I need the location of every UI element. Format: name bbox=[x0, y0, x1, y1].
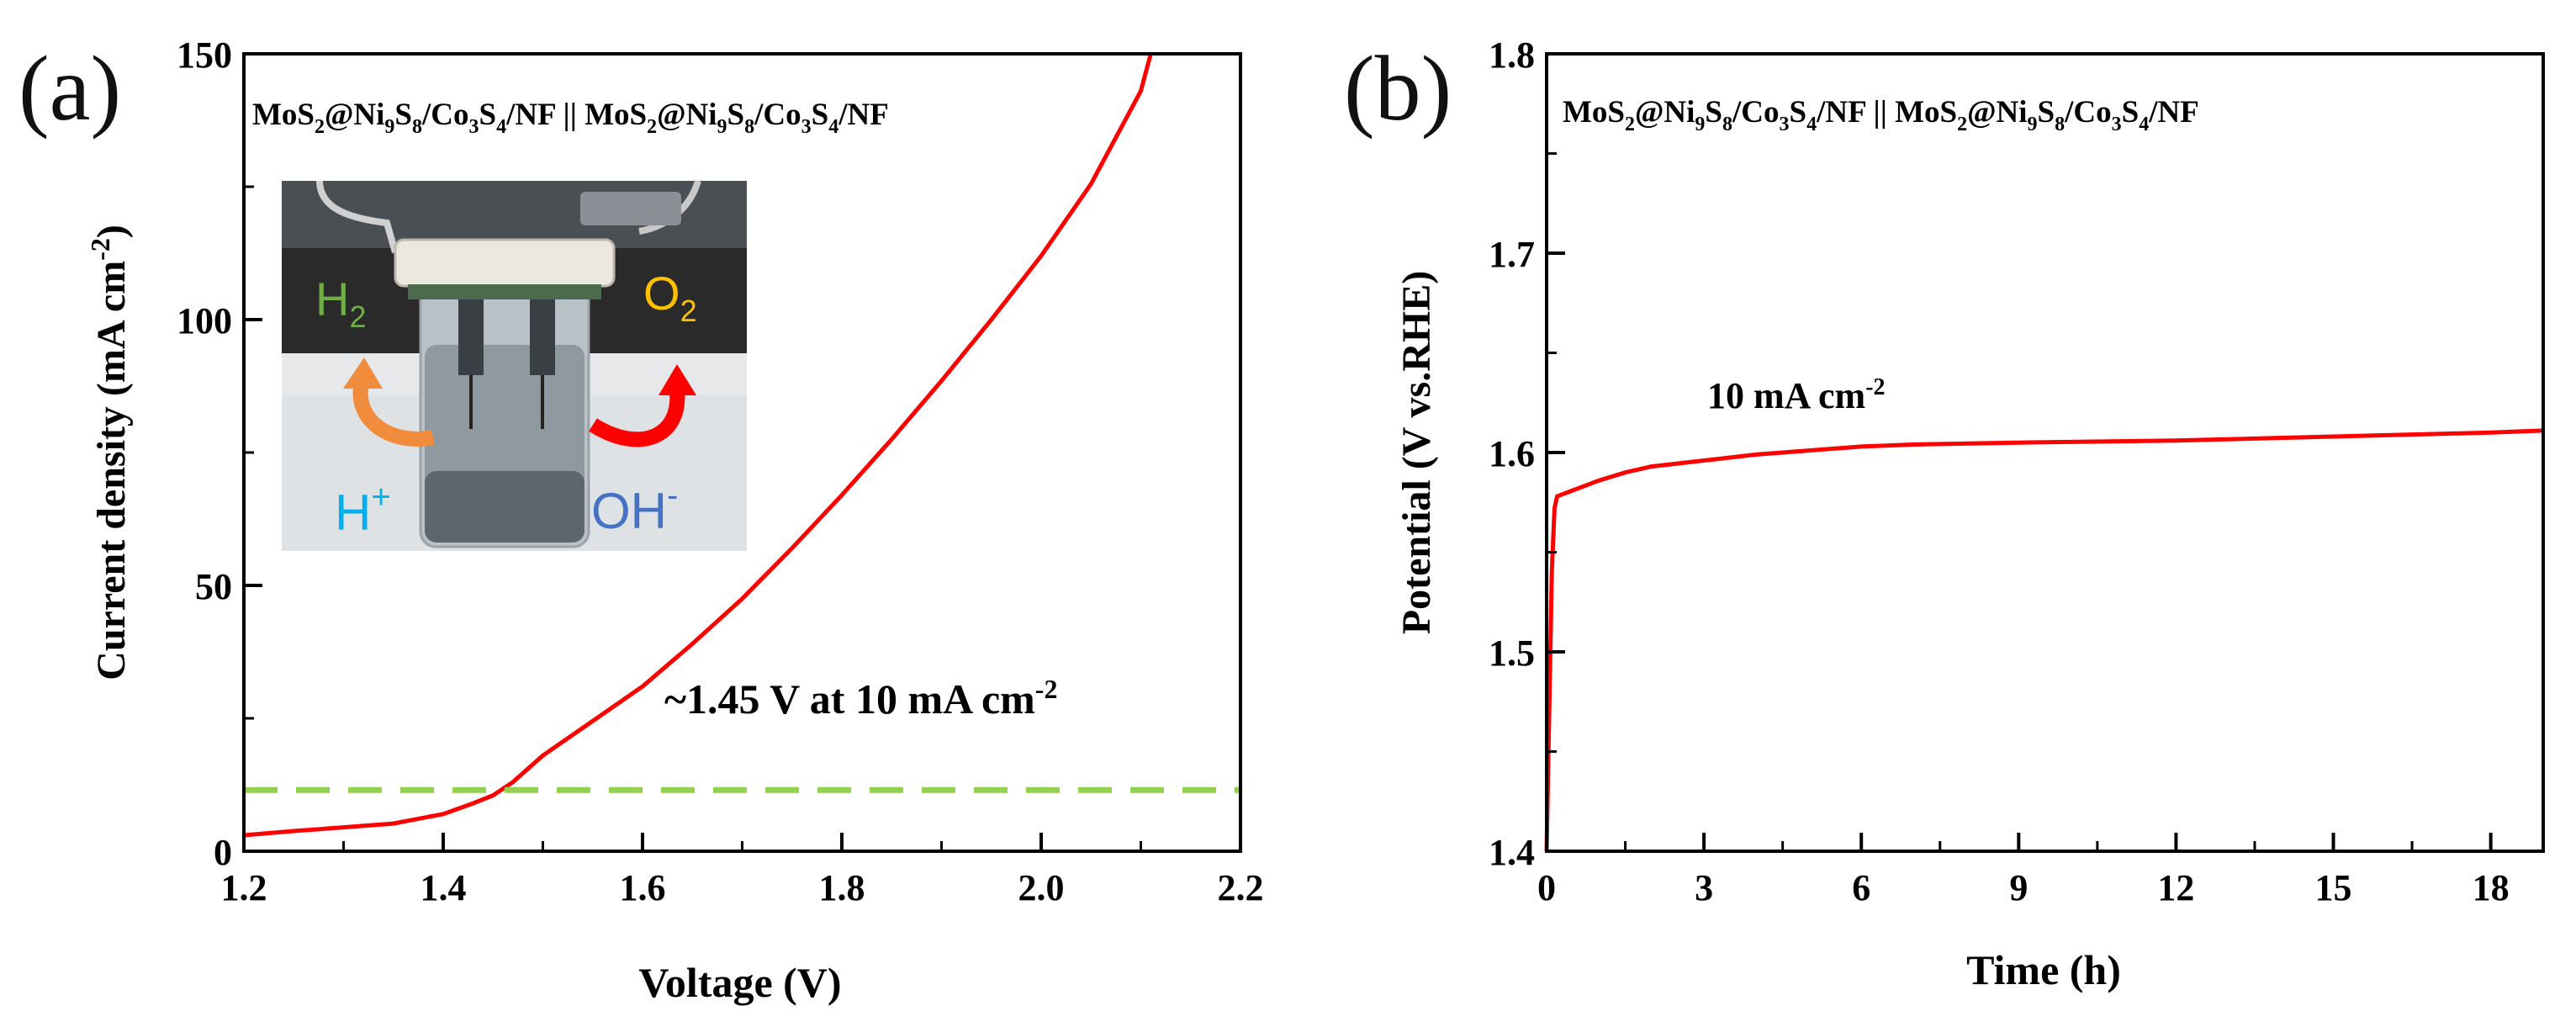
plot-b-series-curve bbox=[1544, 428, 2544, 852]
inset-label-o2: O2 bbox=[643, 267, 697, 328]
plot-b-xlabel: Time (h) bbox=[1966, 946, 2121, 993]
plot-a-xtick-label: 1.2 bbox=[221, 867, 267, 908]
plot-b-ytick-label: 1.6 bbox=[1489, 433, 1535, 474]
inset-electrode bbox=[530, 299, 555, 375]
plot-a-xtick-label: 1.6 bbox=[620, 867, 666, 908]
panel-b: (b) 0 3 6 9 12 15 18 1.4 1.5 1.6 1.7 1.8 Time (h) P… bbox=[1344, 34, 2545, 993]
plot-b-xtick-label: 6 bbox=[1852, 867, 1870, 908]
plot-a-xtick-label: 1.4 bbox=[421, 867, 467, 908]
plot-a-ytick-label: 100 bbox=[177, 300, 232, 341]
plot-b-frame bbox=[1545, 52, 2545, 853]
oh-to-o2-arrow bbox=[589, 390, 685, 447]
plot-b-title: MoS2@Ni9S8/Co3S4/NF || MoS2@Ni9S8/Co3S4/… bbox=[1563, 95, 2199, 135]
plot-b-xtick-label: 3 bbox=[1695, 867, 1713, 908]
plot-a-xtick-label: 2.0 bbox=[1018, 867, 1065, 908]
plot-a-ytick-label: 150 bbox=[177, 34, 232, 76]
inset-cable bbox=[316, 180, 399, 254]
plot-b-ytick-label: 1.4 bbox=[1489, 832, 1535, 873]
plot-a-ytick-label: 50 bbox=[195, 566, 232, 607]
inset-electrode bbox=[458, 299, 484, 375]
plot-a-title: MoS2@Ni9S8/Co3S4/NF || MoS2@Ni9S8/Co3S4/… bbox=[252, 98, 889, 138]
panel-b-label: (b) bbox=[1344, 37, 1452, 140]
plot-b-annotation: 10 mA cm-2 bbox=[1707, 374, 1886, 416]
inset-label-h2: H2 bbox=[315, 273, 366, 334]
plot-a-ytick-label: 0 bbox=[214, 832, 232, 873]
plot-a-xtick-label: 2.2 bbox=[1218, 867, 1264, 908]
panel-a-label: (a) bbox=[19, 37, 121, 140]
h-plus-to-h2-arrow bbox=[352, 381, 435, 447]
plot-b-xtick-label: 12 bbox=[2157, 867, 2194, 908]
plot-a-ticks: 1.2 1.4 1.6 1.8 2.0 2.2 0 50 100 150 bbox=[177, 34, 1264, 908]
plot-b-xtick-label: 18 bbox=[2473, 867, 2510, 908]
panel-a: (a) H2 bbox=[19, 34, 1264, 1006]
plot-a-xlabel: Voltage (V) bbox=[638, 959, 841, 1006]
plot-b-xtick-label: 15 bbox=[2315, 867, 2352, 908]
inset-label-oh-minus: OH- bbox=[591, 477, 678, 539]
plot-b bbox=[1544, 428, 2544, 852]
plot-b-ticks: 0 3 6 9 12 15 18 1.4 1.5 1.6 1.7 1.8 bbox=[1489, 34, 2510, 908]
plot-b-ytick-label: 1.7 bbox=[1489, 234, 1535, 275]
plot-b-ytick-label: 1.8 bbox=[1489, 34, 1535, 76]
plot-b-xtick-label: 9 bbox=[2009, 867, 2028, 908]
plot-a-series-curve bbox=[243, 53, 1153, 838]
inset-label-h-plus: H+ bbox=[335, 479, 391, 541]
plot-b-ytick-label: 1.5 bbox=[1489, 633, 1535, 674]
inset-lid bbox=[394, 238, 616, 288]
plot-a-xtick-label: 1.8 bbox=[819, 867, 865, 908]
plot-b-xtick-label: 0 bbox=[1537, 867, 1556, 908]
plot-a-annotation: ~1.45 V at 10 mA cm-2 bbox=[664, 674, 1057, 723]
plot-b-ylabel: Potential (V vs.RHE) bbox=[1394, 271, 1439, 634]
plot-a bbox=[243, 53, 1240, 838]
plot-a-ylabel: Current density (mA cm-2) bbox=[85, 225, 134, 680]
inset-electrolyzer-photo: H2 O2 H+ OH- bbox=[282, 179, 747, 551]
